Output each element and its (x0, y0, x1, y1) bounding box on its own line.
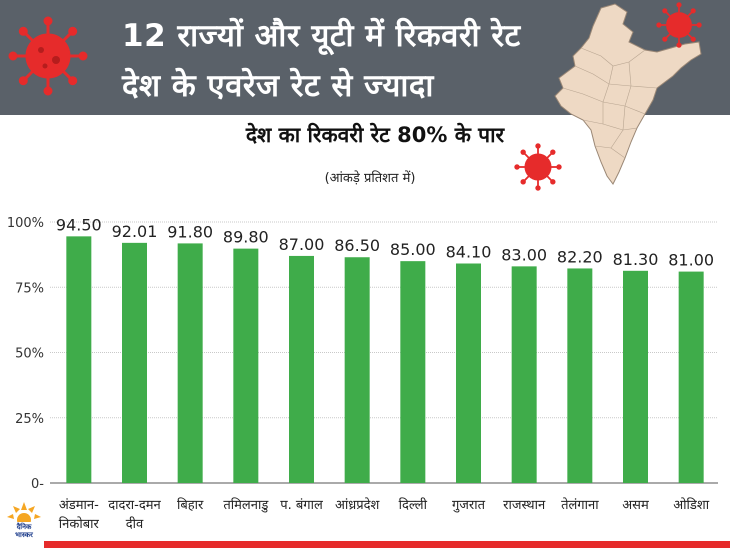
bar-value-label: 94.50 (56, 215, 102, 234)
header-title-line1: 12 राज्यों और यूटी में रिकवरी रेट (122, 18, 521, 54)
chart-subtitle: देश का रिकवरी रेट 80% के पार (245, 123, 505, 147)
bar (233, 248, 259, 483)
x-category-label: अंडमान- निकोबार (59, 498, 100, 532)
logo-text-line2: भास्कर (15, 531, 34, 539)
x-category-label: दिल्ली (399, 497, 428, 513)
x-category-label: तमिलनाडु (223, 497, 269, 513)
virus-icon-right (656, 2, 702, 48)
bar (289, 255, 314, 483)
bar (456, 263, 481, 483)
bar-value-label: 92.01 (112, 222, 158, 241)
bar (122, 242, 147, 483)
bar-value-label: 81.30 (613, 250, 659, 269)
x-category-label-line: तमिलनाडु (223, 497, 269, 513)
x-category-label: तेलंगाना (561, 497, 599, 513)
bar-value-label: 89.80 (223, 228, 269, 247)
x-category-label-line: राजस्थान (503, 498, 546, 513)
bar (678, 271, 704, 483)
x-category-label: बिहार (177, 497, 204, 513)
bar-value-label: 85.00 (390, 240, 436, 259)
bar (400, 261, 426, 483)
y-tick-label: 50% (15, 347, 44, 362)
bar (66, 236, 92, 483)
header-title-line2: देश के एवरेज रेट से ज्यादा (122, 68, 434, 104)
x-category-label-line: तेलंगाना (561, 497, 599, 513)
virus-icon-middle (514, 143, 562, 191)
bar-chart: 0- 25% 50% 75% 100% 94.50 अंडमान- निकोबार 92.01 द… (7, 215, 718, 532)
y-tick-label: 25% (15, 412, 44, 427)
india-map-icon (554, 3, 702, 185)
x-category-label: गुजरात (452, 498, 486, 513)
x-category-label-line: अंडमान- (59, 498, 99, 513)
x-category-label: प. बंगाल (280, 498, 323, 513)
x-category-label-line: दादरा-दमन (108, 498, 161, 513)
x-category-label-line: ओडिशा (673, 497, 709, 513)
x-category-label: आंध्रप्रदेश (335, 497, 381, 513)
bar-value-label: 84.10 (446, 242, 492, 261)
bar-value-label: 91.80 (167, 222, 213, 241)
bar-value-label: 81.00 (668, 251, 714, 270)
y-tick-label: 75% (15, 281, 44, 296)
x-category-label-line: दिल्ली (399, 497, 428, 513)
x-category-label-line: गुजरात (452, 498, 486, 513)
y-tick-label: 0- (31, 477, 44, 492)
bar-value-label: 82.20 (557, 247, 603, 266)
header-banner: 12 राज्यों और यूटी में रिकवरी रेट देश के… (0, 0, 730, 185)
bar-value-label: 86.50 (334, 236, 380, 255)
x-category-label: ओडिशा (673, 497, 709, 513)
virus-icon-left (8, 16, 88, 96)
x-category-label-line: आंध्रप्रदेश (335, 497, 381, 513)
bar (511, 266, 537, 483)
bar (344, 257, 370, 483)
chart-note: (आंकड़े प्रतिशत में) (324, 171, 416, 186)
logo-text-line1: दैनिक (16, 522, 32, 531)
x-category-label: राजस्थान (503, 498, 546, 513)
bar (567, 268, 593, 483)
x-category-label-line: प. बंगाल (280, 498, 323, 513)
x-category-label-line: निकोबार (59, 516, 100, 532)
x-category-label-line: बिहार (177, 497, 204, 513)
bar-value-label: 87.00 (279, 235, 325, 254)
bar (177, 243, 203, 483)
x-category-label-line: असम (622, 498, 649, 513)
x-category-label: दादरा-दमन दीव (108, 498, 161, 532)
y-tick-label: 100% (7, 216, 44, 231)
dainik-bhaskar-logo: दैनिक भास्कर (6, 502, 42, 539)
bottom-accent-bar (44, 541, 730, 548)
x-category-label: असम (622, 498, 649, 513)
x-category-label-line: दीव (126, 516, 144, 532)
bar-value-label: 83.00 (501, 245, 547, 264)
bar (623, 270, 648, 483)
